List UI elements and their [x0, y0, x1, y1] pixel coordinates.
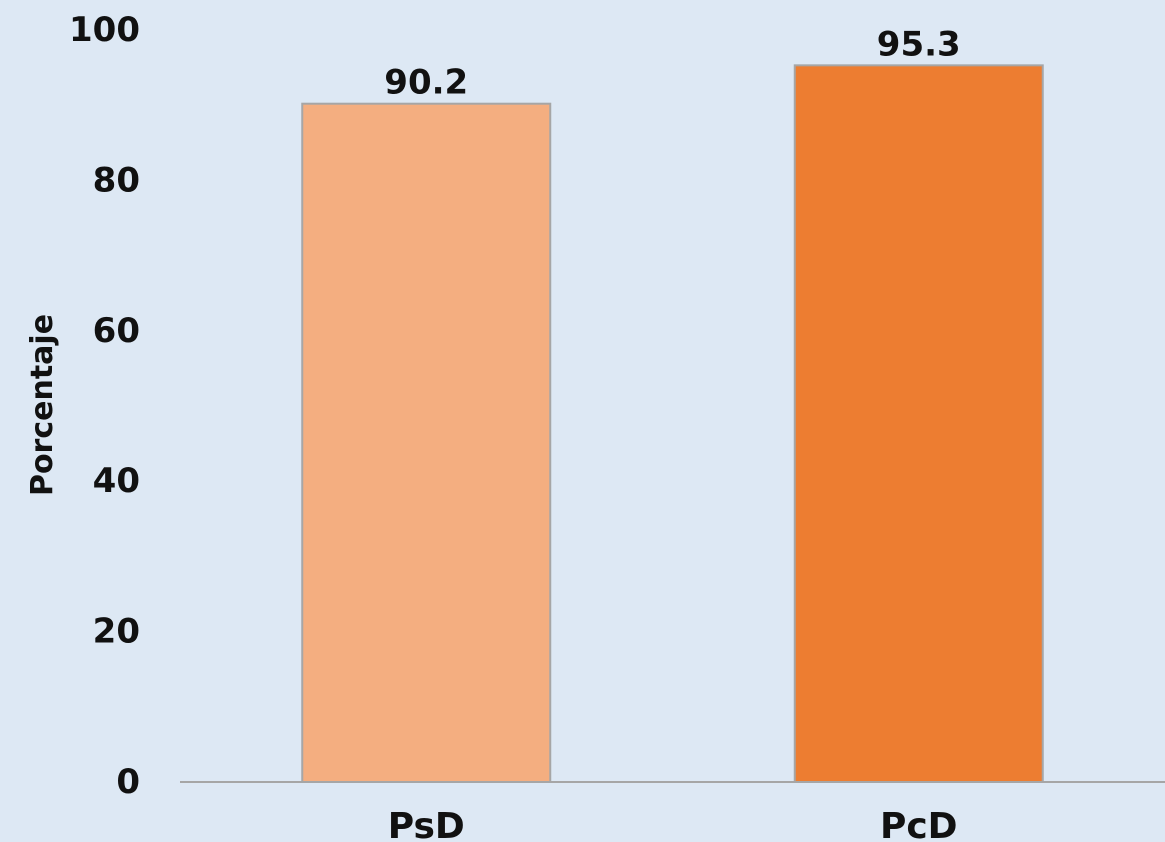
category-label: PsD	[388, 806, 465, 842]
y-axis-title: Porcentaje	[25, 314, 60, 496]
data-label: 95.3	[877, 24, 961, 64]
bars	[301, 64, 1044, 784]
bar-psd	[301, 102, 552, 784]
category-label: PcD	[880, 806, 958, 842]
y-tick-label: 80	[93, 160, 140, 200]
data-label: 90.2	[384, 63, 468, 103]
y-tick-label: 100	[69, 10, 140, 50]
y-tick-label: 20	[93, 612, 140, 652]
y-tick-label: 40	[93, 461, 140, 501]
bar-pcd	[793, 64, 1044, 784]
category-labels: PsD PcD	[388, 806, 958, 842]
y-axis-ticks: 0 20 40 60 80 100	[69, 10, 140, 802]
y-tick-label: 0	[116, 762, 140, 802]
y-tick-label: 60	[93, 311, 140, 351]
data-labels: 90.2 95.3	[384, 24, 960, 102]
